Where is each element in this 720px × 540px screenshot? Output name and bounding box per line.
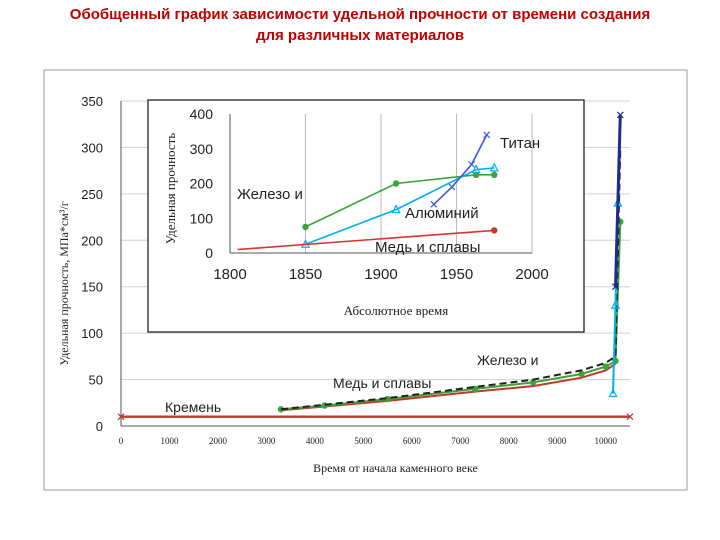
x-tick-label: 8000 [500,436,519,446]
x-marker-stroke [483,131,491,139]
y-tick-label: 300 [190,141,214,157]
data-point [616,111,624,119]
x-tick-label: 4000 [306,436,325,446]
inset-chart: 1800 1850 1900 1950 2000 0 100 200 300 400 Абсолют… [147,99,585,333]
y-axis-label: Удельная прочность [163,133,178,245]
data-point [471,164,481,174]
y-tick-label: 100 [190,210,214,226]
x-tick-label: 1800 [213,266,246,283]
x-marker-stroke [626,413,634,421]
series-line [305,174,495,228]
data-point [608,388,618,398]
x-axis-label: Время от начала каменного веке [313,461,478,475]
data-point [529,379,537,386]
slide-title: Обобщенный график зависимости удельной п… [0,4,720,46]
x-marker-stroke [468,160,476,168]
series-line [280,147,622,411]
x-tick-label: 1900 [364,266,397,283]
x-tick-label: 10000 [595,436,618,446]
y-tick-label: 150 [81,280,103,295]
series-line [305,167,495,246]
annotation-label: Медь и сплавы [333,375,431,391]
x-marker-stroke [430,200,438,208]
x-tick-label: 0 [119,436,124,446]
data-point [489,162,499,172]
x-axis-label: Абсолютное время [344,303,448,318]
y-tick-label: 0 [96,419,103,434]
x-marker-stroke [612,283,619,291]
data-point [610,299,621,309]
x-tick-label: 2000 [209,436,228,446]
x-tick-label: 1000 [160,436,179,446]
x-tick-label: 1950 [440,266,473,283]
series-label: Медь и сплавы [375,239,480,256]
data-point [626,413,634,421]
x-tick-label: 7000 [451,436,470,446]
x-marker-stroke [616,111,624,119]
data-point [472,171,480,179]
data-point [602,363,609,370]
slide-title-line2: для различных материалов [255,27,465,44]
data-point [391,204,401,214]
series-label: Железо и [237,186,303,203]
y-tick-label: 300 [81,140,103,155]
x-tick-label: 6000 [403,436,422,446]
y-tick-label: 250 [81,187,103,202]
data-point [491,227,498,234]
data-point [468,160,476,168]
x-marker-stroke [448,183,456,191]
x-tick-label: 1850 [289,266,322,283]
y-axis-label: Удельная прочность, МПа*см³/г [57,201,71,365]
x-tick-label: 2000 [515,266,548,283]
inset-frame [147,99,585,333]
data-point [302,223,309,231]
series-line [280,362,617,412]
series-label: Титан [500,135,540,152]
x-marker-stroke [117,413,125,421]
data-point [448,183,456,191]
data-point [612,283,619,291]
x-tick-label: 3000 [257,436,276,446]
y-tick-label: 100 [81,326,103,341]
annotation-label: Кремень [165,399,221,415]
y-tick-label: 200 [81,233,103,248]
y-tick-label: 350 [81,94,103,109]
x-tick-label: 9000 [548,436,567,446]
series-line [237,229,495,251]
y-tick-label: 400 [190,106,214,122]
y-tick-label: 0 [205,245,213,261]
y-tick-label: 50 [89,373,103,388]
x-tick-label: 5000 [354,436,373,446]
data-point [392,180,400,187]
annotation-label: Железо и [477,352,538,368]
data-point [430,200,438,208]
data-point [321,402,328,409]
data-point [277,406,285,413]
series-line [614,114,622,287]
y-tick-label: 200 [190,176,214,192]
series-line [433,134,488,205]
data-point [578,370,585,378]
data-point [491,171,498,179]
data-point [117,413,125,421]
slide-title-line1: Обобщенный график зависимости удельной п… [69,6,651,23]
data-point [483,131,491,139]
series-label: Алюминий [405,205,479,222]
